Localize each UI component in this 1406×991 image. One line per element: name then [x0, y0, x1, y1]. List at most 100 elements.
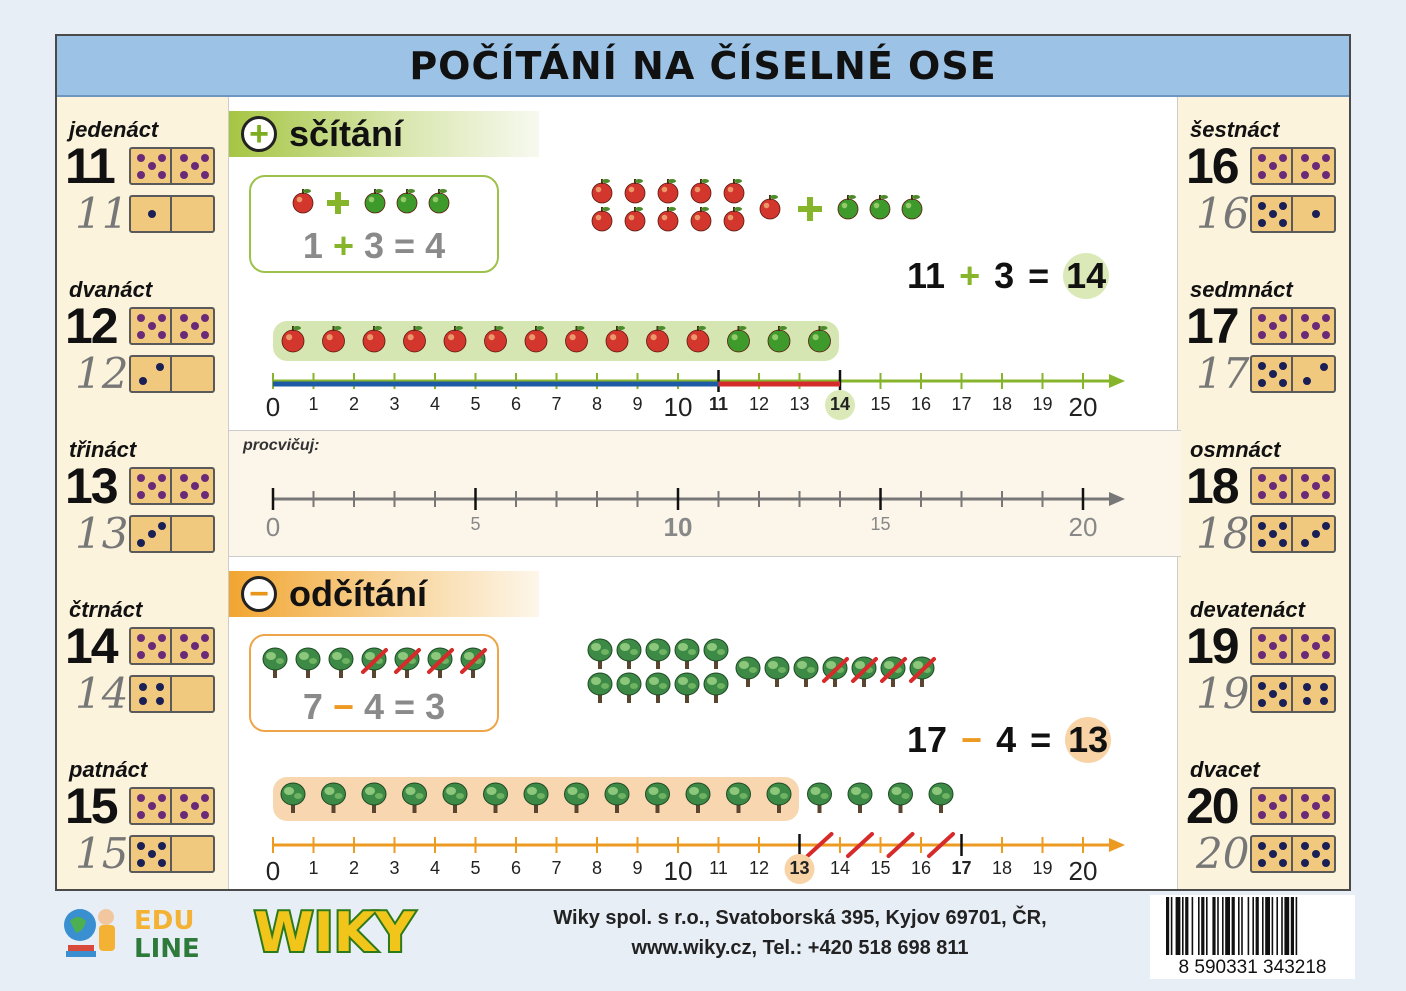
domino-half	[1295, 837, 1336, 871]
domino-pip	[1303, 683, 1312, 692]
axis-tick-label: 5	[470, 514, 480, 534]
domino-pip	[1311, 642, 1320, 650]
subtraction-number-line: 0 1 2 3 4 5 6 7 8 9 10 11 12 13 14 15 16 17 18 19 20	[266, 777, 1125, 886]
crossed-tree-icon	[880, 656, 907, 687]
axis-tick-label: 10	[664, 856, 693, 886]
barcode-bar	[1222, 897, 1224, 955]
axis-tick-label: 18	[992, 858, 1012, 878]
crossed-tree-icon	[851, 656, 878, 687]
green-apple-icon	[428, 189, 450, 214]
red-apple-icon	[403, 326, 426, 353]
example-result: 3	[425, 686, 446, 727]
domino-pip	[1268, 210, 1277, 218]
domino-half	[1252, 469, 1293, 503]
red-apple-icon	[362, 326, 386, 353]
domino-half	[1252, 629, 1293, 663]
domino-pip	[1258, 490, 1267, 499]
domino-pip	[137, 858, 146, 867]
equation-operand-a: 11	[907, 255, 946, 296]
domino-pip	[139, 683, 148, 692]
tree-icon	[564, 782, 589, 813]
domino-pip	[1278, 810, 1287, 819]
axis-tick-label: 20	[1069, 512, 1098, 542]
barcode: 8 590331 343218	[1150, 895, 1355, 979]
tree-icon	[703, 638, 729, 669]
domino-pip	[1301, 170, 1310, 179]
domino-pip	[137, 538, 146, 547]
axis-tick-label: 2	[349, 858, 359, 878]
axis-tick-label: 13	[789, 858, 809, 878]
tree-icon	[295, 647, 321, 678]
domino-pip	[1301, 330, 1310, 339]
plus-icon: +	[241, 116, 277, 152]
domino-pip	[180, 313, 189, 322]
domino-pip	[157, 841, 166, 850]
domino-pip	[1321, 490, 1330, 499]
domino-pip	[157, 313, 166, 322]
axis-tick-label: 0	[266, 856, 280, 886]
domino-pip	[157, 330, 166, 339]
domino-pip	[1258, 698, 1267, 707]
domino-half	[174, 629, 215, 663]
practice-number-line[interactable]: 0 5 10 15 20	[229, 431, 1181, 551]
domino-pip	[137, 170, 146, 179]
domino-pip	[1278, 490, 1287, 499]
domino-pip	[1278, 633, 1287, 642]
domino-pip	[180, 490, 189, 499]
barcode-bar	[1262, 897, 1264, 955]
domino-pip	[1258, 330, 1267, 339]
addition-title: sčítání	[289, 113, 404, 154]
domino-pip	[1258, 538, 1267, 547]
domino-units	[129, 675, 215, 713]
domino-half	[1295, 149, 1336, 183]
red-apple-icon	[605, 326, 629, 353]
equation-operand-a: 17	[907, 719, 948, 760]
domino-half	[131, 197, 172, 231]
tree-icon	[587, 638, 613, 669]
axis-tick-label: 19	[1032, 394, 1052, 414]
domino-half	[174, 677, 215, 711]
domino-pip	[200, 650, 209, 659]
domino-pip	[1301, 473, 1310, 482]
domino-pip	[190, 802, 199, 810]
number-digits: 17	[1186, 298, 1240, 354]
number-card: sedmnáct 17 17	[1178, 257, 1348, 417]
domino-half	[174, 149, 215, 183]
number-word: dvanáct	[69, 277, 153, 302]
tree-icon	[604, 782, 630, 813]
domino-half	[1252, 357, 1293, 391]
number-digits: 13	[65, 458, 119, 514]
example-operand-b: 3	[363, 225, 385, 266]
equation-operand-b: 3	[994, 255, 1015, 296]
domino-pip	[200, 330, 209, 339]
number-card: dvanáct 12 12	[57, 257, 227, 417]
axis-tick-label: 1	[308, 858, 318, 878]
wiky-logo: WIKY	[252, 899, 418, 965]
domino-pip	[190, 642, 199, 650]
tree-icon	[703, 672, 729, 703]
tree-icon	[645, 782, 670, 813]
tree-icon	[793, 656, 819, 687]
arrow-right-icon	[1109, 374, 1125, 388]
red-apple-icon	[690, 179, 712, 204]
tree-icon	[764, 656, 790, 687]
barcode-bar	[1265, 897, 1270, 955]
barcode-bar	[1217, 897, 1219, 955]
barcode-bar	[1295, 897, 1298, 955]
domino-pip	[200, 810, 209, 819]
domino-pip	[200, 633, 209, 642]
addition-example-apples	[292, 189, 450, 214]
tree-icon	[483, 782, 508, 813]
domino-half	[174, 837, 215, 871]
number-word: osmnáct	[1190, 437, 1281, 462]
domino-pip	[147, 642, 156, 650]
domino-pip	[1258, 650, 1267, 659]
company-info: Wiky spol. s r.o., Svatoborská 395, Kyjo…	[480, 903, 1120, 963]
green-apple-icon	[901, 195, 923, 220]
domino-pip	[155, 363, 164, 372]
axis-tick-label: 5	[470, 394, 480, 414]
axis-tick-label: 19	[1032, 858, 1052, 878]
number-digits: 19	[1186, 618, 1240, 674]
domino-pip	[137, 793, 146, 802]
